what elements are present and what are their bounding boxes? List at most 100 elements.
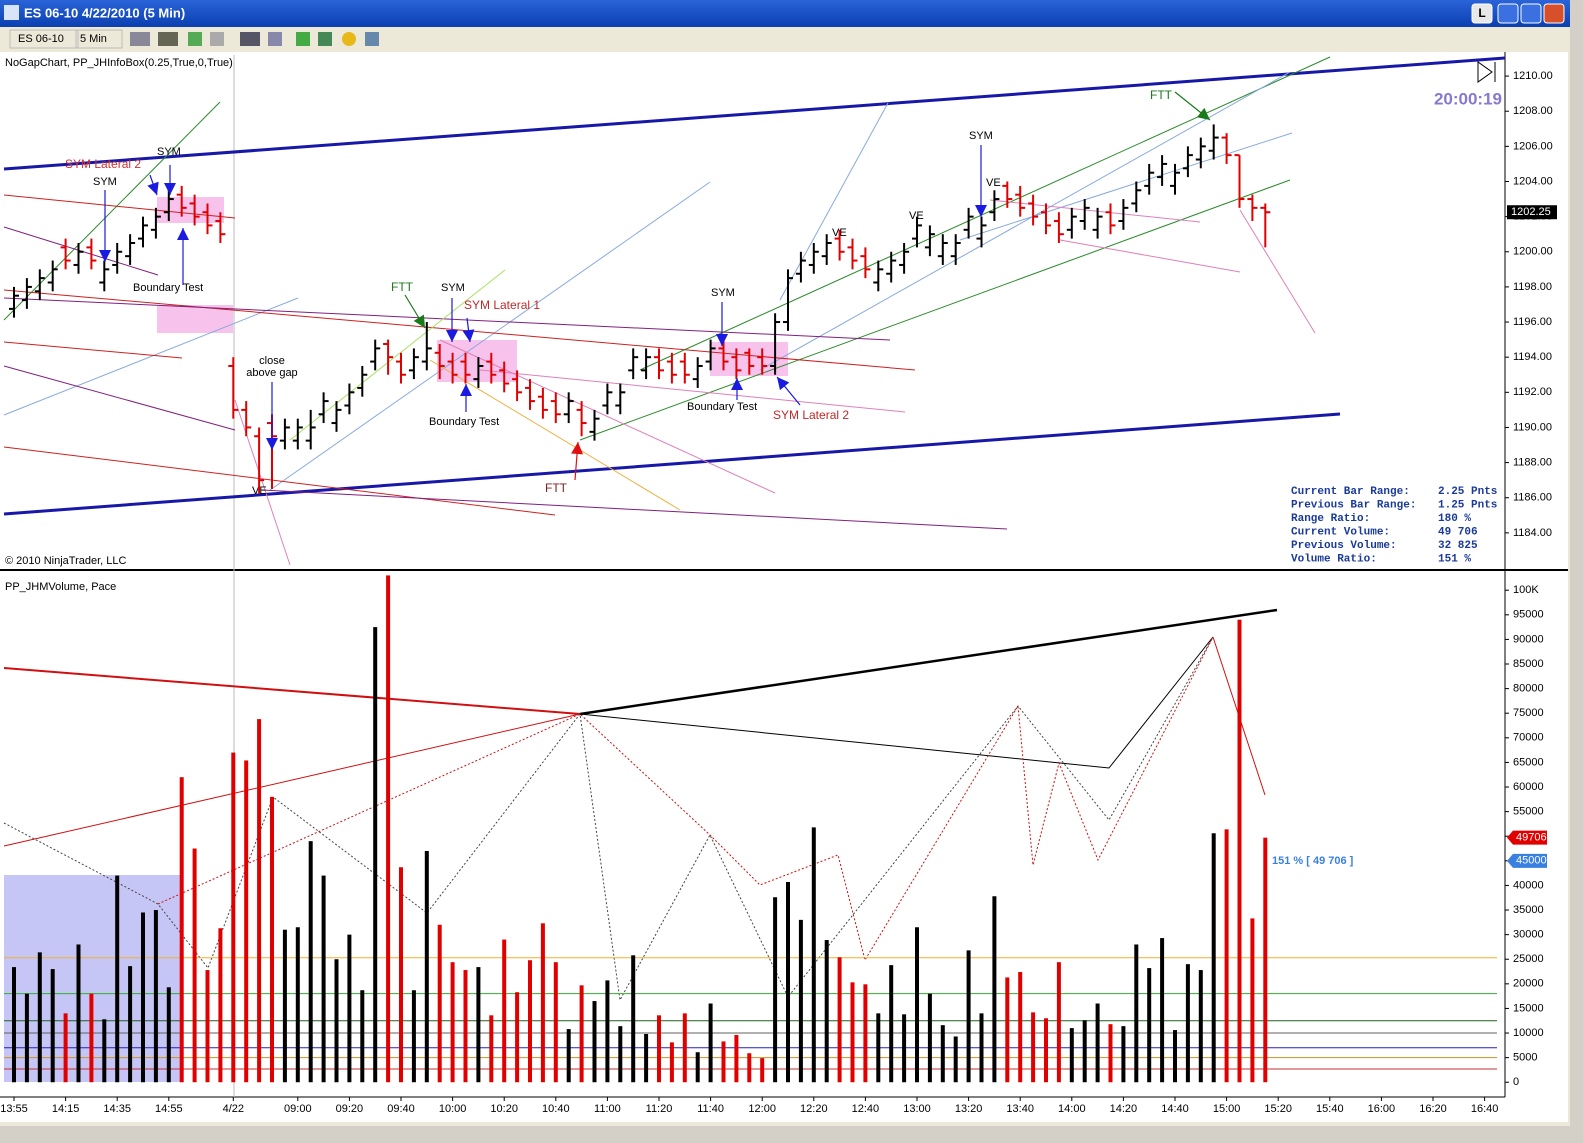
annotation: Boundary Test <box>133 282 203 294</box>
y-tick-label: 1198.00 <box>1513 281 1552 293</box>
x-tick-label: 11:20 <box>646 1103 673 1115</box>
y-tick-label: 90000 <box>1513 633 1544 645</box>
data-box-button[interactable] <box>365 32 379 46</box>
annotation: Boundary Test <box>429 416 499 428</box>
x-tick-label: 09:40 <box>387 1103 415 1115</box>
info-value: 49 706 <box>1438 526 1478 538</box>
volume-panel-title: PP_JHMVolume, Pace <box>5 581 116 593</box>
volume-bar <box>1018 972 1023 1083</box>
volume-bar <box>502 939 507 1083</box>
value-marker <box>1507 853 1547 868</box>
volume-bar <box>205 970 210 1083</box>
volume-bar <box>489 1015 494 1083</box>
annotation-arrowhead <box>266 438 278 450</box>
volume-bar <box>747 1053 752 1083</box>
minimize-button[interactable] <box>1497 3 1519 24</box>
zoom-in-button[interactable] <box>188 32 202 46</box>
x-tick-label: 12:20 <box>800 1103 828 1115</box>
zoom-out-button[interactable] <box>210 32 224 46</box>
y-tick-label: 10000 <box>1513 1027 1544 1039</box>
y-tick-label: 30000 <box>1513 929 1544 941</box>
annotation: FTT <box>545 481 568 495</box>
volume-bar <box>244 760 249 1083</box>
volume-bar <box>721 1041 726 1083</box>
value-marker <box>1507 830 1547 845</box>
volume-bar <box>669 1042 674 1083</box>
info-label: Previous Bar Range: <box>1291 499 1416 511</box>
interval-selector[interactable] <box>75 29 123 49</box>
volume-bar <box>1108 1024 1113 1083</box>
info-value: 2.25 Pnts <box>1438 486 1497 498</box>
volume-bar <box>1005 977 1010 1083</box>
link-button-label: L <box>1478 6 1485 20</box>
properties-button[interactable] <box>268 32 282 46</box>
y-tick-label: 40000 <box>1513 879 1544 891</box>
volume-bar <box>1069 1028 1074 1083</box>
data-button[interactable] <box>342 32 356 46</box>
volume-bar <box>89 993 94 1083</box>
annotation: VE <box>909 210 924 222</box>
volume-bar <box>708 1003 713 1083</box>
x-tick-label: 16:40 <box>1471 1103 1499 1115</box>
volume-bar <box>153 910 158 1083</box>
volume-bar <box>889 965 894 1083</box>
annotation-arrowhead <box>460 384 472 396</box>
volume-bar <box>1263 837 1268 1083</box>
x-tick-label: 14:20 <box>1110 1103 1138 1115</box>
y-tick-label: 1192.00 <box>1513 386 1552 398</box>
volume-bar <box>657 1015 661 1083</box>
x-tick-label: 14:00 <box>1058 1103 1086 1115</box>
volume-bar <box>1237 619 1242 1083</box>
volume-bar <box>218 928 223 1083</box>
close-button[interactable] <box>1543 3 1565 24</box>
y-tick-label: 95000 <box>1513 609 1544 621</box>
volume-bar <box>179 777 184 1083</box>
y-tick-label: 15000 <box>1513 1002 1544 1014</box>
x-tick-label: 16:20 <box>1419 1103 1447 1115</box>
volume-bar <box>1185 964 1190 1083</box>
volume-bar <box>1134 944 1139 1083</box>
annotation-arrowhead <box>413 314 425 328</box>
x-tick-label: 16:00 <box>1368 1103 1396 1115</box>
x-tick-label: 4/22 <box>223 1103 244 1115</box>
volume-bar <box>437 924 442 1083</box>
draw-tool-button[interactable] <box>158 32 178 46</box>
volume-bar <box>592 1001 597 1083</box>
x-tick-label: 14:55 <box>155 1103 183 1115</box>
annotation-arrowhead <box>731 378 743 390</box>
info-value: 151 % <box>1438 553 1471 565</box>
instrument-selector[interactable] <box>9 29 79 49</box>
x-tick-label: 14:40 <box>1161 1103 1189 1115</box>
volume-bar <box>1121 1026 1126 1083</box>
x-tick-label: 10:00 <box>439 1103 467 1115</box>
clock: 20:00:19 <box>1434 89 1502 108</box>
x-tick-label: 10:20 <box>490 1103 518 1115</box>
bar-type-button[interactable] <box>130 32 150 46</box>
volume-bar <box>1044 1018 1048 1083</box>
volume-bar <box>927 993 932 1083</box>
volume-bar <box>1031 1012 1036 1083</box>
volume-bar <box>798 919 803 1083</box>
strategy-button[interactable] <box>296 32 310 46</box>
title-bar <box>0 0 1570 27</box>
y-tick-label: 1208.00 <box>1513 105 1553 117</box>
y-tick-label: 1194.00 <box>1513 351 1552 363</box>
volume-bar <box>760 1058 765 1083</box>
volume-bar <box>321 875 326 1083</box>
annotations: SYM Lateral 2 SYM SYM Boundary Test clos… <box>65 88 1173 497</box>
info-value: 180 % <box>1438 513 1471 525</box>
scroll-end-icon[interactable] <box>1477 61 1493 83</box>
indicator-button[interactable] <box>318 32 332 46</box>
cursor-button[interactable] <box>240 32 260 46</box>
last-price-box <box>1507 205 1557 220</box>
volume-bar <box>682 1013 687 1083</box>
volume-bar <box>953 1036 958 1083</box>
y-tick-label: 1200.00 <box>1513 246 1553 258</box>
volume-bar <box>257 719 262 1083</box>
volume-bar <box>128 966 133 1083</box>
volume-bar <box>515 992 520 1083</box>
maximize-button[interactable] <box>1520 3 1542 24</box>
volume-bar <box>115 875 120 1083</box>
link-button[interactable] <box>1471 3 1493 24</box>
